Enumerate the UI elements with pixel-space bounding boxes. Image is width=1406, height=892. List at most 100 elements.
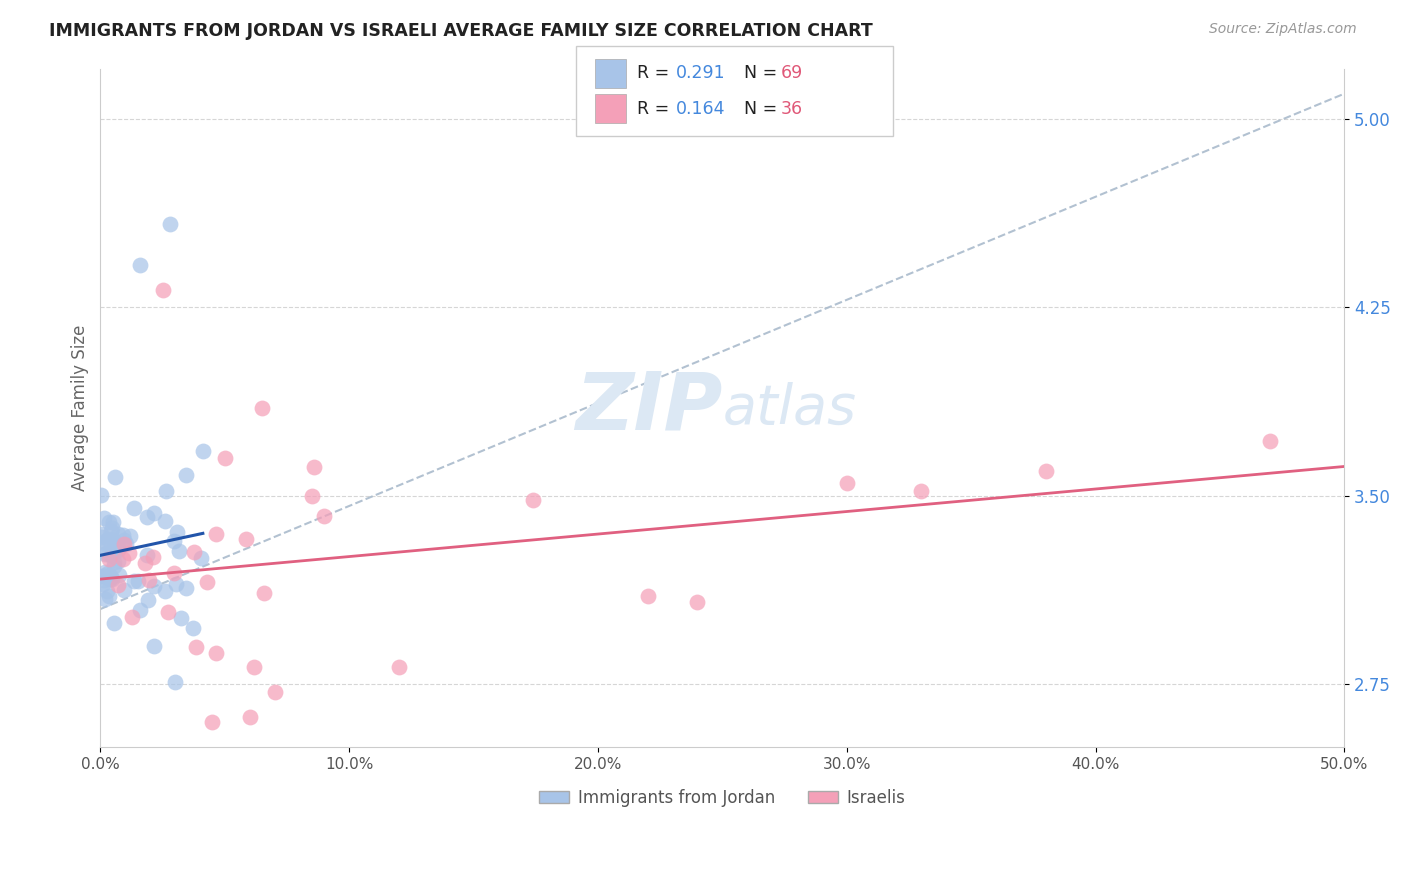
Point bbox=[107, 543, 129, 558]
Point bbox=[152, 283, 174, 297]
Point bbox=[112, 582, 135, 597]
Point bbox=[250, 401, 273, 415]
Point bbox=[243, 660, 266, 674]
Point bbox=[181, 621, 204, 635]
Point bbox=[118, 546, 141, 560]
Point bbox=[142, 506, 165, 520]
Point bbox=[314, 509, 336, 524]
Point bbox=[1035, 464, 1057, 478]
Point bbox=[107, 527, 129, 541]
Point bbox=[94, 569, 117, 583]
Point bbox=[174, 468, 197, 483]
Point bbox=[105, 538, 128, 552]
Point bbox=[163, 533, 186, 548]
Text: R =: R = bbox=[637, 100, 675, 118]
Point bbox=[90, 568, 112, 582]
Text: R =: R = bbox=[637, 64, 675, 82]
Text: 0.291: 0.291 bbox=[676, 64, 725, 82]
Point bbox=[190, 550, 212, 565]
Point bbox=[94, 592, 117, 607]
Point bbox=[91, 569, 114, 583]
Text: IMMIGRANTS FROM JORDAN VS ISRAELI AVERAGE FAMILY SIZE CORRELATION CHART: IMMIGRANTS FROM JORDAN VS ISRAELI AVERAG… bbox=[49, 22, 873, 40]
Point bbox=[103, 555, 125, 569]
Point bbox=[100, 521, 122, 535]
Point bbox=[103, 558, 125, 573]
Point bbox=[94, 547, 117, 561]
Point bbox=[153, 515, 176, 529]
Point bbox=[143, 579, 166, 593]
Point bbox=[100, 548, 122, 562]
Point bbox=[101, 572, 124, 586]
Point bbox=[159, 218, 181, 232]
Point bbox=[163, 675, 186, 690]
Point bbox=[156, 605, 179, 619]
Point bbox=[103, 515, 125, 529]
Point bbox=[127, 574, 149, 588]
Point bbox=[136, 510, 159, 524]
Point bbox=[111, 528, 134, 542]
Point bbox=[155, 483, 177, 498]
Point bbox=[138, 573, 160, 587]
Point bbox=[112, 552, 135, 566]
Point bbox=[191, 443, 214, 458]
Point bbox=[112, 533, 135, 547]
Point bbox=[835, 476, 858, 491]
Point bbox=[103, 615, 125, 630]
Point bbox=[637, 590, 659, 604]
Point bbox=[142, 550, 165, 565]
Point bbox=[114, 537, 136, 551]
Point bbox=[910, 483, 932, 498]
Point bbox=[101, 533, 124, 547]
Point bbox=[136, 548, 159, 562]
Point bbox=[522, 493, 544, 508]
Point bbox=[253, 586, 276, 600]
Point bbox=[90, 526, 112, 541]
Point bbox=[174, 581, 197, 595]
Y-axis label: Average Family Size: Average Family Size bbox=[72, 325, 89, 491]
Point bbox=[93, 534, 115, 549]
Point bbox=[97, 552, 120, 566]
Point bbox=[129, 603, 152, 617]
Point bbox=[96, 545, 118, 559]
Point bbox=[96, 538, 118, 552]
Point bbox=[122, 501, 145, 516]
Point bbox=[155, 584, 177, 599]
Point bbox=[301, 489, 323, 503]
Point bbox=[118, 528, 141, 542]
Point bbox=[91, 576, 114, 591]
Point bbox=[170, 610, 193, 624]
Point bbox=[98, 572, 121, 586]
Point bbox=[169, 544, 191, 558]
Point bbox=[138, 593, 160, 607]
Point bbox=[100, 524, 122, 538]
Point bbox=[93, 566, 115, 580]
Point bbox=[142, 640, 165, 654]
Text: 36: 36 bbox=[780, 100, 803, 118]
Point bbox=[122, 574, 145, 589]
Point bbox=[90, 530, 112, 544]
Point bbox=[104, 469, 127, 483]
Text: Source: ZipAtlas.com: Source: ZipAtlas.com bbox=[1209, 22, 1357, 37]
Point bbox=[96, 584, 118, 599]
Point bbox=[235, 532, 257, 546]
Point bbox=[1258, 434, 1281, 448]
Point bbox=[204, 646, 226, 660]
Point bbox=[114, 537, 136, 551]
Point bbox=[121, 610, 143, 624]
Point bbox=[97, 566, 120, 580]
Legend: Immigrants from Jordan, Israelis: Immigrants from Jordan, Israelis bbox=[533, 782, 912, 814]
Point bbox=[93, 573, 115, 587]
Text: N =: N = bbox=[733, 100, 782, 118]
Point bbox=[201, 715, 224, 730]
Point bbox=[239, 710, 262, 724]
Text: atlas: atlas bbox=[723, 382, 856, 434]
Point bbox=[166, 524, 188, 539]
Point bbox=[163, 566, 186, 581]
Text: ZIP: ZIP bbox=[575, 369, 723, 447]
Point bbox=[107, 541, 129, 556]
Point bbox=[97, 532, 120, 546]
Point bbox=[107, 578, 129, 592]
Point bbox=[302, 459, 325, 474]
Point bbox=[263, 685, 285, 699]
Point bbox=[388, 660, 411, 674]
